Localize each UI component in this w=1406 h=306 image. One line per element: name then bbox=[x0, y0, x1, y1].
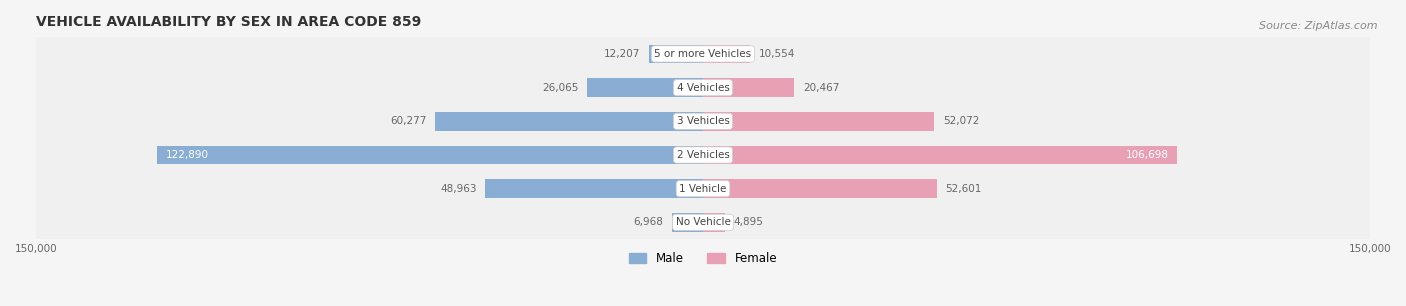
Bar bbox=[37, 138, 1369, 172]
Text: 6,968: 6,968 bbox=[633, 217, 664, 227]
Text: 60,277: 60,277 bbox=[389, 116, 426, 126]
Text: 1 Vehicle: 1 Vehicle bbox=[679, 184, 727, 194]
Bar bbox=[703, 146, 1177, 164]
Text: 3 Vehicles: 3 Vehicles bbox=[676, 116, 730, 126]
Bar bbox=[37, 71, 1369, 104]
Bar bbox=[485, 179, 703, 198]
Bar bbox=[434, 112, 703, 131]
Text: 4 Vehicles: 4 Vehicles bbox=[676, 83, 730, 93]
Bar bbox=[672, 213, 703, 232]
Text: 52,601: 52,601 bbox=[946, 184, 981, 194]
Text: 5 or more Vehicles: 5 or more Vehicles bbox=[654, 49, 752, 59]
Bar bbox=[648, 45, 703, 63]
Bar bbox=[703, 112, 935, 131]
Text: 2 Vehicles: 2 Vehicles bbox=[676, 150, 730, 160]
Bar bbox=[703, 213, 724, 232]
Text: 48,963: 48,963 bbox=[440, 184, 477, 194]
Text: VEHICLE AVAILABILITY BY SEX IN AREA CODE 859: VEHICLE AVAILABILITY BY SEX IN AREA CODE… bbox=[37, 15, 422, 29]
Text: 52,072: 52,072 bbox=[943, 116, 980, 126]
Text: 26,065: 26,065 bbox=[541, 83, 578, 93]
Bar bbox=[37, 172, 1369, 206]
Text: 20,467: 20,467 bbox=[803, 83, 839, 93]
Text: 106,698: 106,698 bbox=[1125, 150, 1168, 160]
Bar bbox=[37, 206, 1369, 239]
Bar bbox=[37, 37, 1369, 71]
Bar bbox=[703, 179, 936, 198]
Text: 10,554: 10,554 bbox=[759, 49, 796, 59]
Bar bbox=[157, 146, 703, 164]
Bar bbox=[703, 45, 749, 63]
Bar bbox=[703, 78, 794, 97]
Bar bbox=[37, 104, 1369, 138]
Bar bbox=[588, 78, 703, 97]
Text: No Vehicle: No Vehicle bbox=[675, 217, 731, 227]
Legend: Male, Female: Male, Female bbox=[624, 247, 782, 270]
Text: 12,207: 12,207 bbox=[603, 49, 640, 59]
Text: 4,895: 4,895 bbox=[734, 217, 763, 227]
Text: 122,890: 122,890 bbox=[166, 150, 208, 160]
Text: Source: ZipAtlas.com: Source: ZipAtlas.com bbox=[1260, 21, 1378, 32]
